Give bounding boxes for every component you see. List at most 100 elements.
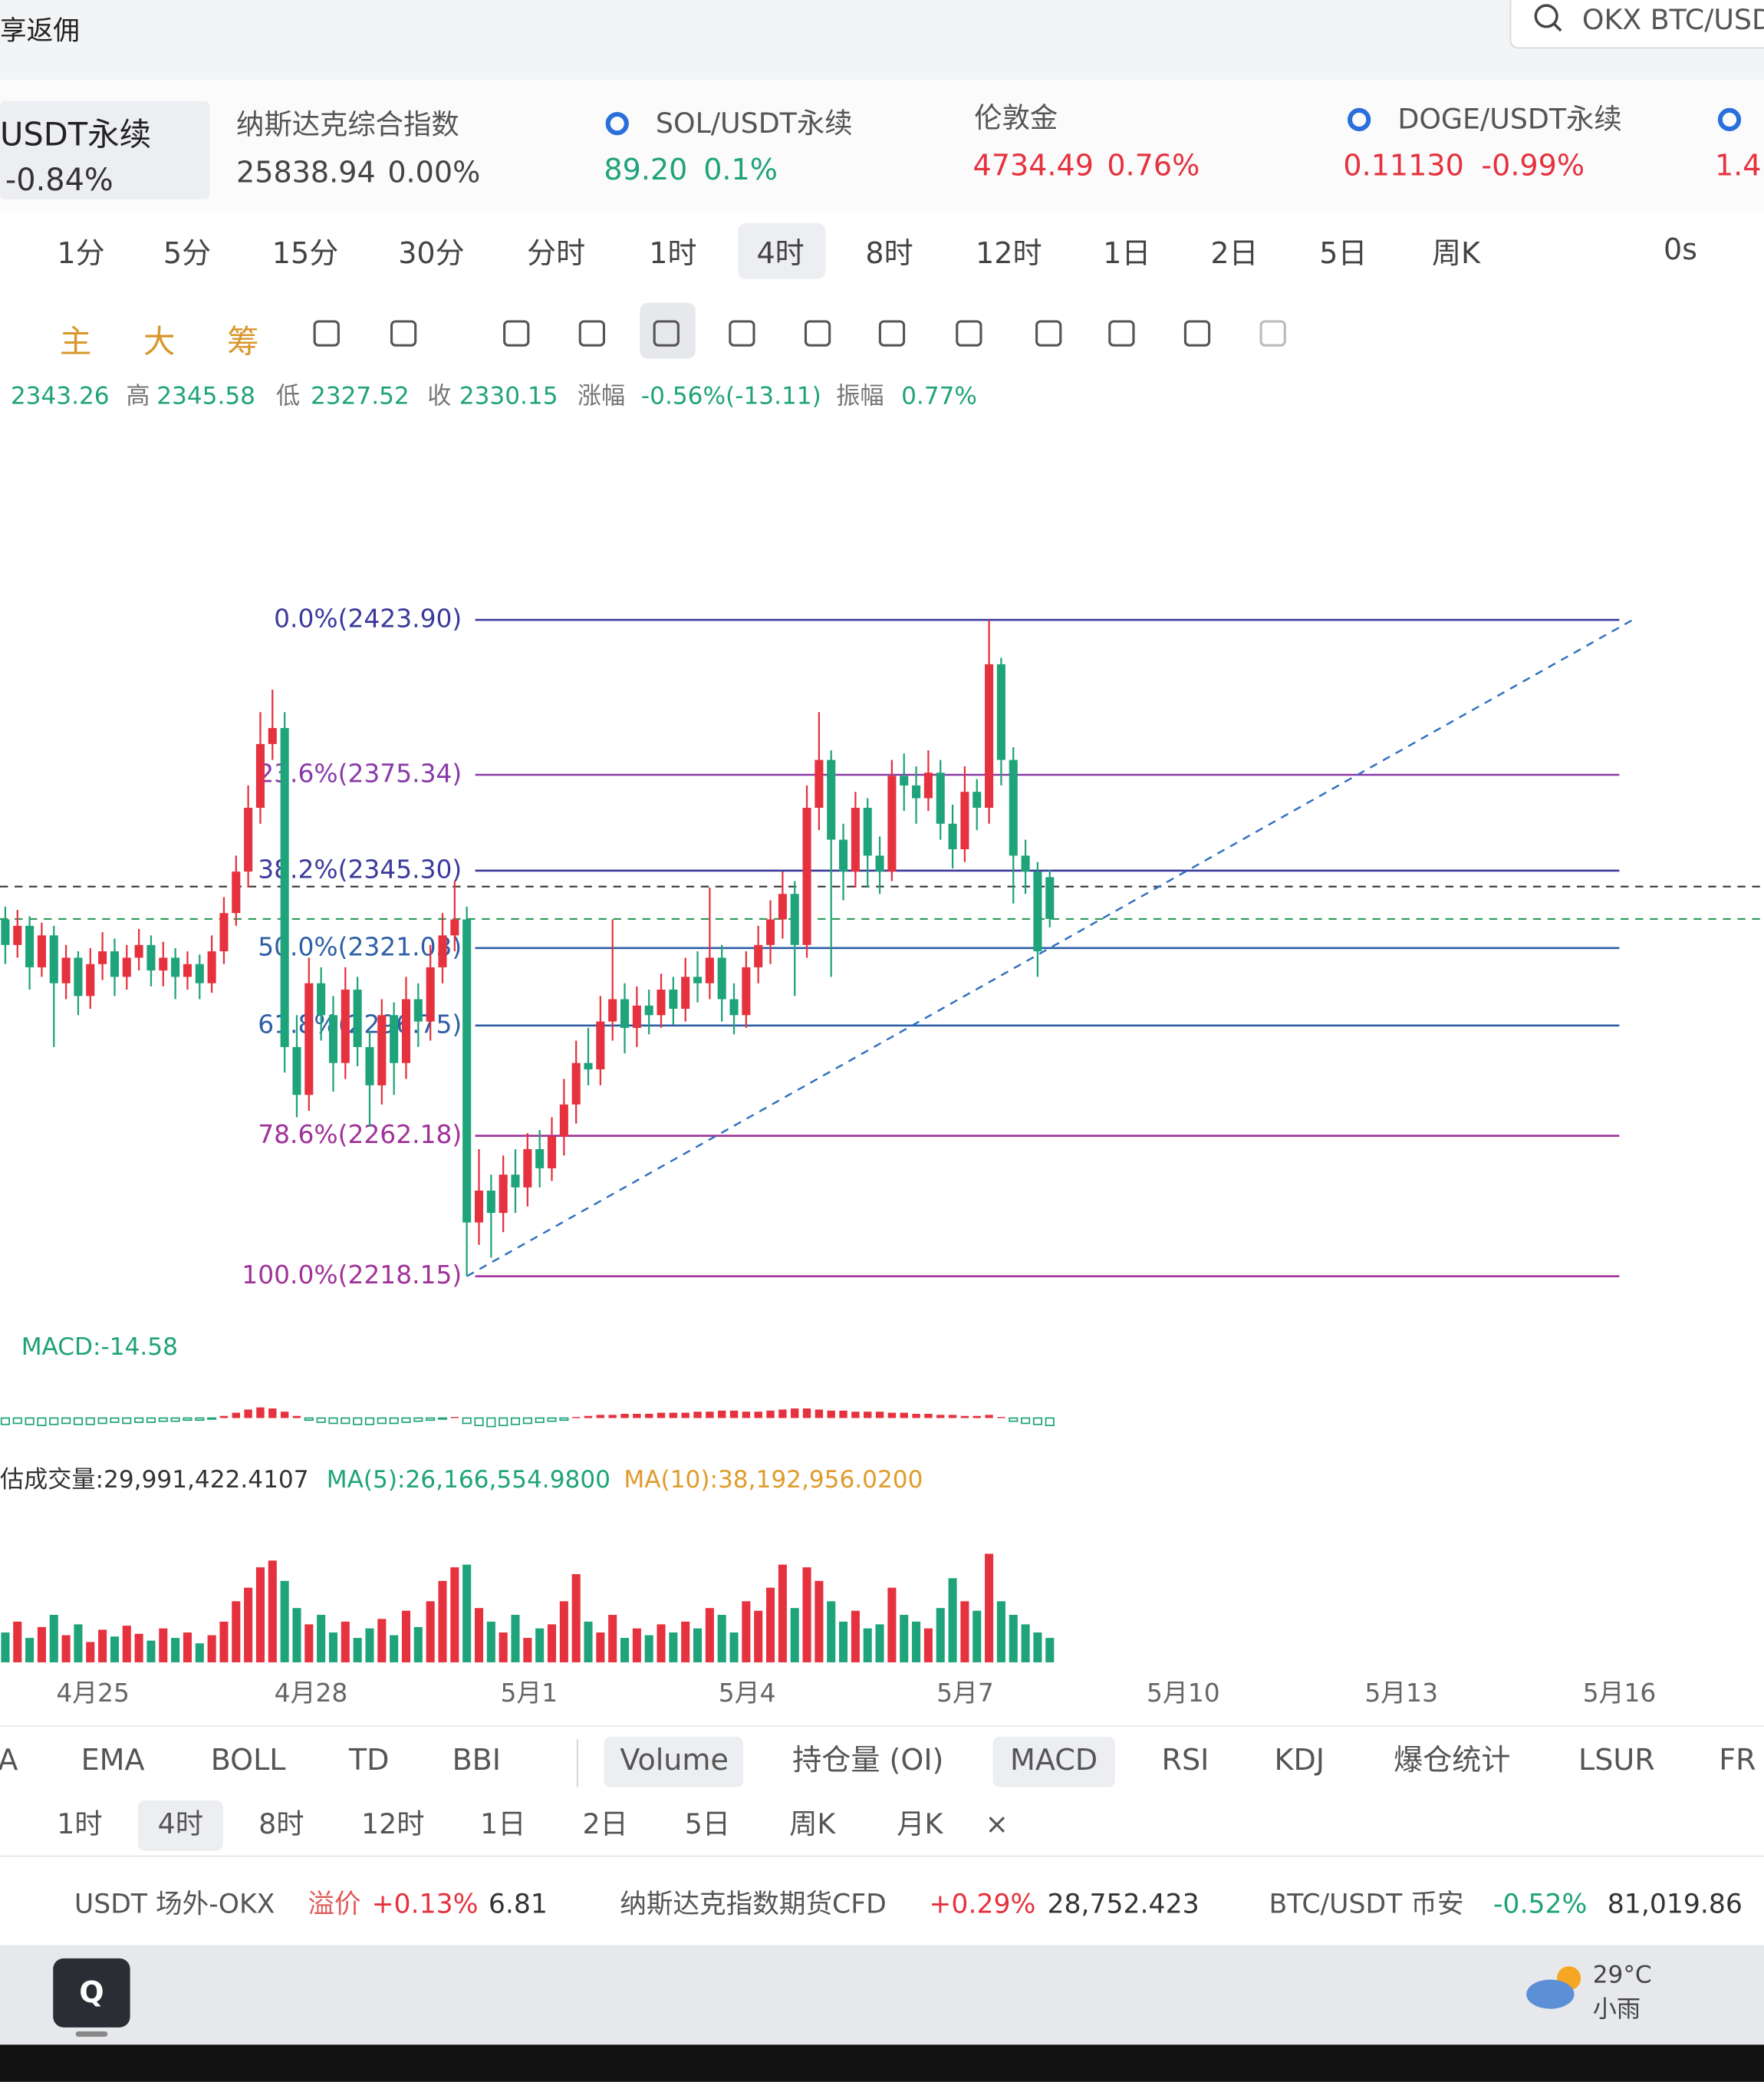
macd-bar — [887, 1412, 897, 1418]
timeframe-tab[interactable]: 5日 — [1319, 236, 1367, 270]
candle-body — [657, 990, 666, 1016]
fib-label: 38.2%(2345.30) — [258, 854, 462, 884]
indicator-tab[interactable]: 爆仓统计 — [1394, 1743, 1510, 1777]
sub-timeframe-tab[interactable]: 月K — [897, 1807, 943, 1840]
tool-icon[interactable] — [1035, 320, 1062, 347]
sub-timeframe-tab[interactable]: × — [985, 1807, 1008, 1840]
macd-bar — [97, 1417, 107, 1425]
macd-bar — [122, 1417, 132, 1425]
macd-bar — [584, 1415, 593, 1418]
indicator-tab[interactable]: BOLL — [211, 1743, 286, 1777]
timeframe-tab[interactable]: 15分 — [272, 236, 338, 270]
app-icon[interactable] — [53, 1958, 130, 2028]
search-text[interactable]: OKX BTC/USD — [1582, 3, 1764, 36]
sub-timeframe-tab[interactable]: 周K — [789, 1807, 836, 1840]
indicator-tab[interactable]: FR — [1719, 1743, 1756, 1777]
timeframe-tab[interactable]: 30分 — [398, 236, 465, 270]
timeframe-tab[interactable]: 分时 — [527, 236, 585, 270]
tool-label[interactable]: 大 — [143, 322, 176, 360]
indicator-tab[interactable]: MACD — [1010, 1743, 1098, 1777]
volume-bar — [923, 1628, 933, 1662]
ticker-name[interactable]: 纳斯达克综合指数 — [236, 108, 459, 141]
indicator-tab[interactable]: BBI — [453, 1743, 501, 1777]
timeframe-tab[interactable]: 12时 — [976, 236, 1042, 270]
volume-bar — [171, 1638, 180, 1662]
tab-selected-bg — [604, 1736, 744, 1787]
tool-icon[interactable] — [804, 320, 831, 347]
macd-bar — [985, 1415, 993, 1418]
candle-body — [292, 1046, 301, 1095]
indicator-tab[interactable]: RSI — [1162, 1743, 1209, 1777]
sub-timeframe-tab[interactable]: 1日 — [480, 1807, 525, 1840]
timeframe-tab[interactable]: 5分 — [163, 236, 211, 270]
sub-timeframe-tab[interactable]: 2日 — [582, 1807, 627, 1840]
ticker-name[interactable]: 伦敦金 — [974, 101, 1058, 134]
indicator-tab[interactable]: EMA — [81, 1743, 145, 1777]
volume-bar — [401, 1610, 411, 1662]
timeframe-tab[interactable]: 8时 — [865, 236, 913, 270]
macd-bar — [341, 1417, 350, 1425]
indicator-tab[interactable]: TD — [348, 1743, 390, 1777]
search-box[interactable] — [1509, 0, 1764, 49]
candle-body — [900, 776, 909, 786]
indicator-tab[interactable]: A — [0, 1743, 18, 1777]
indicator-tab[interactable]: KDJ — [1275, 1743, 1325, 1777]
sub-timeframe-tab[interactable]: 5日 — [685, 1807, 730, 1840]
volume-bar — [462, 1564, 472, 1662]
candle-body — [778, 894, 787, 920]
indicator-tab[interactable]: LSUR — [1578, 1743, 1655, 1777]
tool-icon[interactable] — [1259, 320, 1286, 347]
candle-body — [1033, 871, 1042, 952]
fib-label: 78.6%(2262.18) — [258, 1119, 462, 1149]
volume-bar — [438, 1580, 447, 1662]
timeframe-tab[interactable]: 4时 — [756, 236, 804, 270]
tool-icon[interactable] — [1108, 320, 1135, 347]
volume-bar — [207, 1635, 216, 1662]
ticker-name[interactable]: SOL/USDT永续 — [656, 107, 853, 140]
timeframe-tab[interactable]: 2日 — [1210, 236, 1258, 270]
tool-icon[interactable] — [503, 320, 530, 347]
candle-body — [25, 925, 35, 967]
candle-body — [1, 919, 10, 945]
ticker-name[interactable]: USDT永续 — [0, 115, 151, 153]
ticker-name[interactable]: DOGE/USDT永续 — [1397, 103, 1621, 136]
candle-body — [401, 999, 411, 1063]
timeframe-tab[interactable]: 1日 — [1103, 236, 1150, 270]
candle-body — [960, 792, 969, 850]
tool-label[interactable]: 主 — [60, 322, 92, 360]
tool-icon[interactable] — [390, 320, 417, 347]
volume-ma5: MA(5):26,166,554.9800 — [327, 1466, 610, 1494]
macd-bar — [900, 1412, 908, 1418]
timeframe-tab[interactable]: 周K — [1432, 236, 1481, 270]
candle-body — [255, 743, 265, 808]
candle-body — [438, 935, 447, 967]
indicator-tab[interactable]: Volume — [620, 1743, 729, 1777]
candle-body — [171, 957, 180, 977]
sub-timeframe-tab[interactable]: 8时 — [258, 1807, 304, 1840]
candle-body — [450, 919, 459, 936]
tool-icon[interactable] — [578, 320, 605, 347]
candle-body — [390, 1015, 399, 1063]
volume-bar — [365, 1628, 374, 1662]
volume-bar — [790, 1608, 799, 1662]
sub-timeframe-tab[interactable]: 12时 — [361, 1807, 425, 1840]
macd-bar — [170, 1417, 180, 1422]
ohlc-info: 2330.15 — [459, 383, 558, 410]
tool-label[interactable]: 筹 — [227, 322, 259, 360]
weather-condition: 小雨 — [1593, 1995, 1641, 2023]
tool-icon[interactable] — [956, 320, 982, 347]
indicator-tab[interactable]: 持仓量 (OI) — [792, 1743, 943, 1777]
tool-icon[interactable] — [313, 320, 340, 347]
tool-icon[interactable] — [878, 320, 906, 347]
tool-icon[interactable] — [729, 320, 755, 347]
macd-bar — [12, 1417, 22, 1425]
tool-icon[interactable] — [1183, 320, 1211, 347]
timeframe-tab[interactable]: 1时 — [649, 236, 696, 270]
sub-timeframe-tab[interactable]: 4时 — [158, 1807, 203, 1840]
tool-icon[interactable] — [653, 320, 680, 347]
macd-bar — [146, 1417, 156, 1423]
sub-timeframe-tab[interactable]: 1时 — [57, 1807, 102, 1840]
macd-bar — [522, 1417, 532, 1425]
timeframe-tab[interactable]: 1分 — [57, 236, 104, 270]
